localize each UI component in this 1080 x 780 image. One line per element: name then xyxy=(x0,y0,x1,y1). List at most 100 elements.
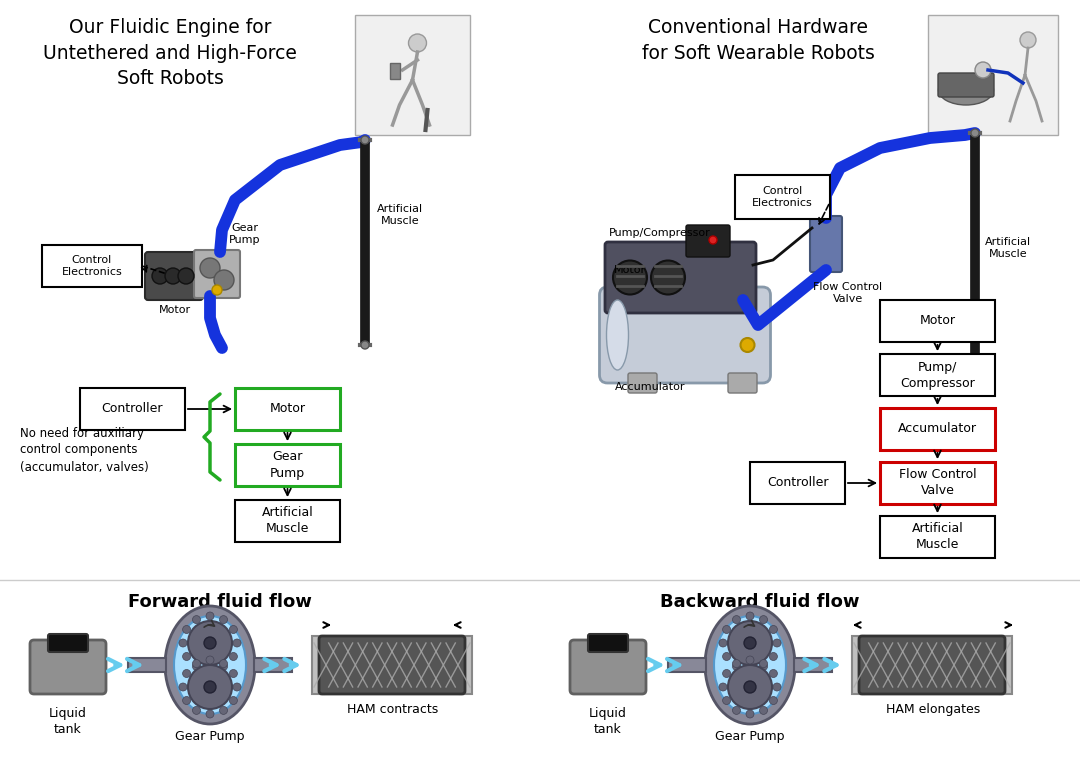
Circle shape xyxy=(233,639,241,647)
Text: Motor: Motor xyxy=(919,314,956,328)
Ellipse shape xyxy=(705,606,795,724)
FancyBboxPatch shape xyxy=(570,640,646,694)
Circle shape xyxy=(732,707,741,714)
Circle shape xyxy=(408,34,427,52)
Circle shape xyxy=(732,662,741,670)
Text: Control
Electronics: Control Electronics xyxy=(62,255,122,277)
FancyBboxPatch shape xyxy=(588,634,627,652)
Circle shape xyxy=(728,621,772,665)
Circle shape xyxy=(759,662,768,670)
FancyBboxPatch shape xyxy=(235,444,340,486)
Circle shape xyxy=(728,665,772,709)
Circle shape xyxy=(178,268,194,284)
Text: Motor: Motor xyxy=(159,305,191,315)
Circle shape xyxy=(206,612,214,620)
Circle shape xyxy=(204,637,216,649)
Text: Gear
Pump: Gear Pump xyxy=(270,451,305,480)
Circle shape xyxy=(165,268,181,284)
Bar xyxy=(312,636,324,694)
Circle shape xyxy=(613,261,647,295)
Text: Controller: Controller xyxy=(767,477,828,490)
FancyBboxPatch shape xyxy=(735,175,831,219)
Circle shape xyxy=(192,662,201,670)
Circle shape xyxy=(212,285,222,295)
Circle shape xyxy=(219,662,228,670)
Circle shape xyxy=(233,683,241,691)
Circle shape xyxy=(744,681,756,693)
Circle shape xyxy=(183,697,190,704)
Text: Controller: Controller xyxy=(102,402,163,416)
Circle shape xyxy=(229,697,238,704)
Text: HAM elongates: HAM elongates xyxy=(886,703,981,716)
Text: Gear
Pump: Gear Pump xyxy=(229,223,260,245)
Circle shape xyxy=(746,710,754,718)
FancyBboxPatch shape xyxy=(859,636,1005,694)
Text: Forward fluid flow: Forward fluid flow xyxy=(129,593,312,611)
Circle shape xyxy=(741,338,755,352)
Text: Control
Electronics: Control Electronics xyxy=(752,186,813,208)
Circle shape xyxy=(769,626,778,633)
Circle shape xyxy=(759,660,768,668)
FancyBboxPatch shape xyxy=(880,516,995,558)
Ellipse shape xyxy=(607,300,629,370)
Circle shape xyxy=(769,669,778,678)
Circle shape xyxy=(759,615,768,624)
Bar xyxy=(129,658,166,672)
Text: No need for auxiliary
control components
(accumulator, valves): No need for auxiliary control components… xyxy=(21,427,149,473)
Circle shape xyxy=(723,653,730,661)
Circle shape xyxy=(200,258,220,278)
Circle shape xyxy=(183,669,190,678)
Circle shape xyxy=(971,129,978,137)
FancyBboxPatch shape xyxy=(235,388,340,430)
Circle shape xyxy=(188,665,232,709)
FancyBboxPatch shape xyxy=(880,300,995,342)
Text: Flow Control
Valve: Flow Control Valve xyxy=(813,282,882,303)
Circle shape xyxy=(723,697,730,704)
Bar xyxy=(460,636,472,694)
Circle shape xyxy=(229,669,238,678)
Bar xyxy=(928,15,1058,135)
Bar xyxy=(1000,636,1012,694)
FancyBboxPatch shape xyxy=(880,462,995,504)
Circle shape xyxy=(192,660,201,668)
Circle shape xyxy=(732,615,741,624)
Circle shape xyxy=(361,341,369,349)
FancyBboxPatch shape xyxy=(145,252,203,300)
Circle shape xyxy=(651,261,685,295)
FancyBboxPatch shape xyxy=(880,408,995,450)
Circle shape xyxy=(179,639,187,647)
Circle shape xyxy=(219,615,228,624)
Bar xyxy=(355,15,470,135)
Circle shape xyxy=(192,615,201,624)
FancyBboxPatch shape xyxy=(42,245,141,287)
FancyBboxPatch shape xyxy=(686,225,730,257)
Text: Motor: Motor xyxy=(615,265,646,275)
Circle shape xyxy=(773,683,781,691)
FancyBboxPatch shape xyxy=(48,634,87,652)
Text: Artificial
Muscle: Artificial Muscle xyxy=(985,237,1031,259)
Text: Conventional Hardware
for Soft Wearable Robots: Conventional Hardware for Soft Wearable … xyxy=(642,18,875,62)
Ellipse shape xyxy=(939,75,994,105)
Circle shape xyxy=(183,626,190,633)
Text: Pump/
Compressor: Pump/ Compressor xyxy=(900,360,975,389)
Circle shape xyxy=(971,356,978,364)
Text: Motor: Motor xyxy=(270,402,306,416)
Circle shape xyxy=(152,268,168,284)
Text: Artificial
Muscle: Artificial Muscle xyxy=(261,506,313,536)
Circle shape xyxy=(719,683,727,691)
Circle shape xyxy=(229,626,238,633)
Text: Liquid
tank: Liquid tank xyxy=(589,707,626,736)
Circle shape xyxy=(723,626,730,633)
Bar xyxy=(390,63,400,79)
FancyBboxPatch shape xyxy=(80,388,185,430)
Circle shape xyxy=(229,653,238,661)
Circle shape xyxy=(773,639,781,647)
Circle shape xyxy=(1020,32,1036,48)
Circle shape xyxy=(746,656,754,664)
Bar xyxy=(254,658,292,672)
FancyBboxPatch shape xyxy=(599,287,770,383)
Circle shape xyxy=(769,653,778,661)
Circle shape xyxy=(204,681,216,693)
Circle shape xyxy=(183,653,190,661)
FancyBboxPatch shape xyxy=(319,636,465,694)
